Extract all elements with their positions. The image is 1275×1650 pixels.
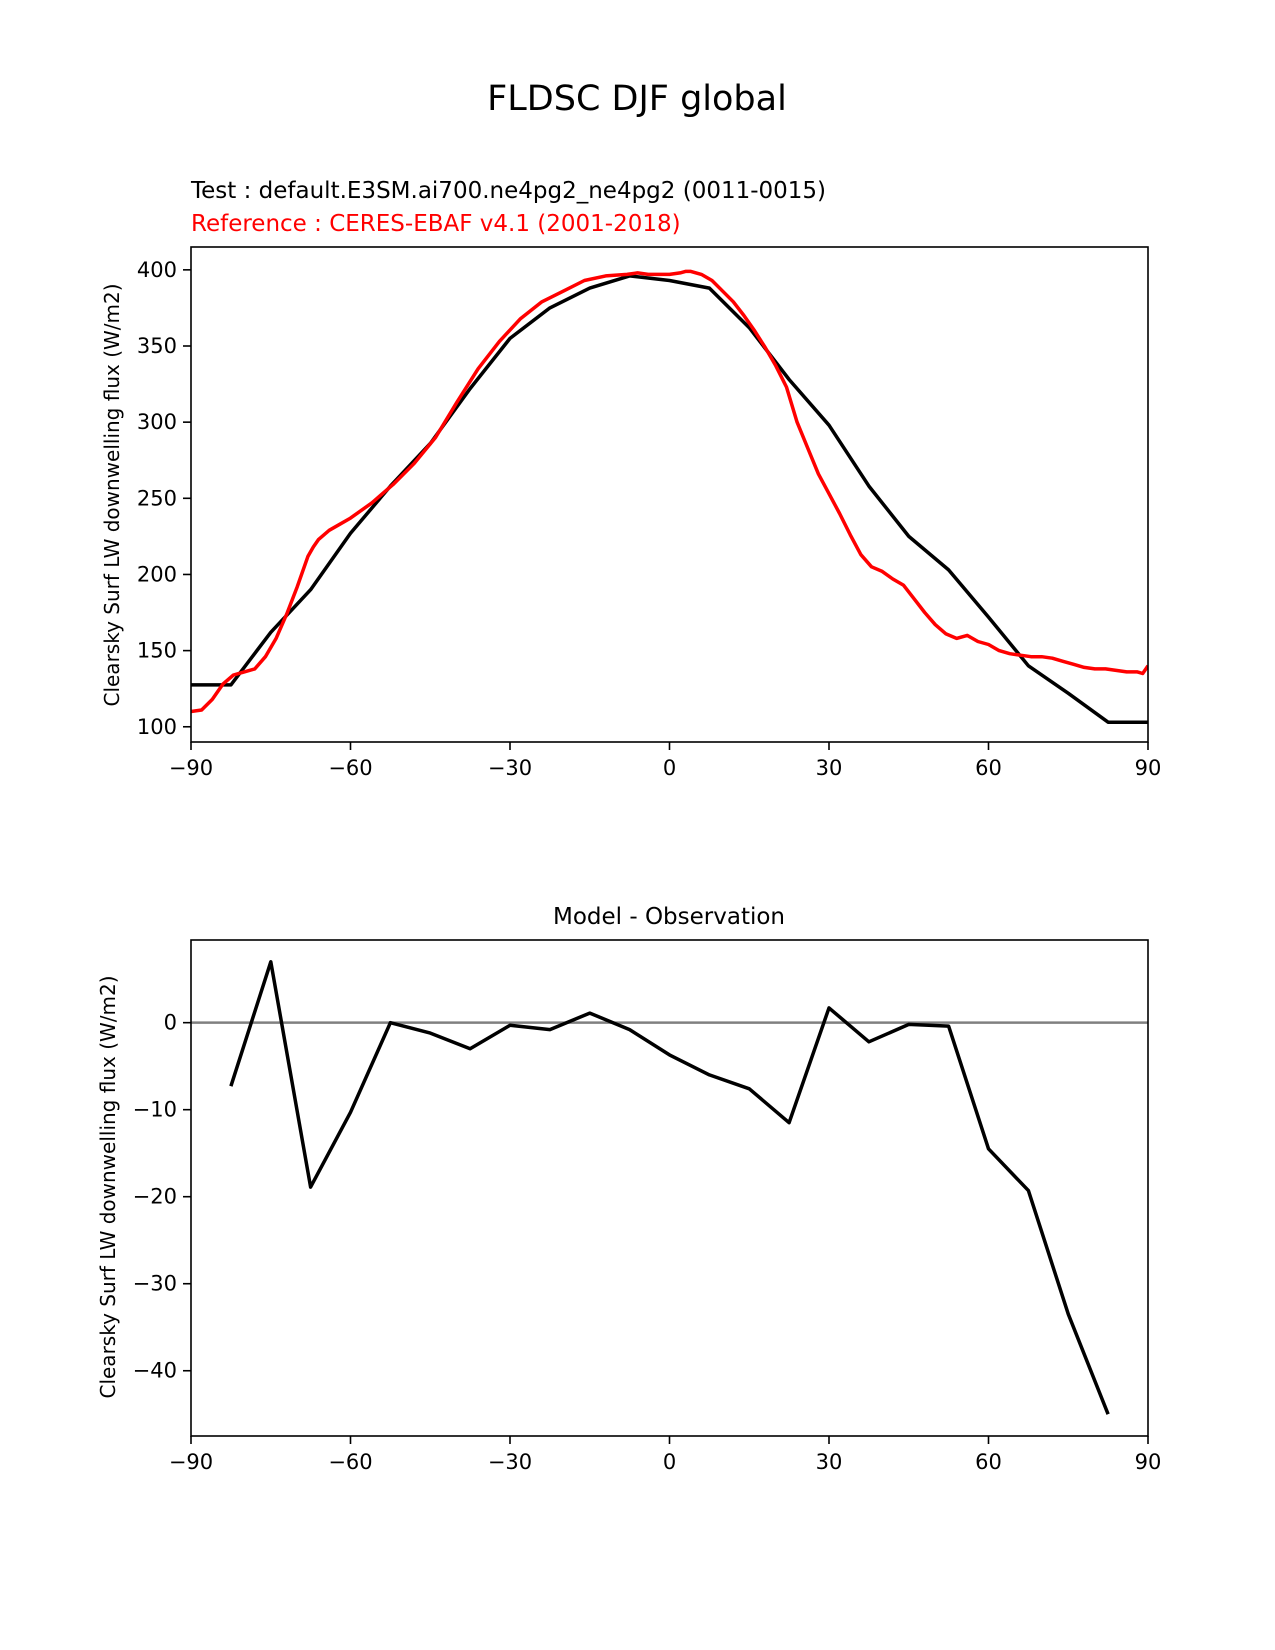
top-x-tick-label: −30 bbox=[488, 756, 532, 780]
bottom-panel-title: Model - Observation bbox=[553, 904, 785, 930]
top-panel: Test : default.E3SM.ai700.ne4pg2_ne4pg2 … bbox=[100, 178, 1161, 780]
top-y-tick-label: 350 bbox=[137, 334, 177, 358]
top-panel-test-title: Test : default.E3SM.ai700.ne4pg2_ne4pg2 … bbox=[190, 178, 826, 204]
top-y-tick-label: 400 bbox=[137, 258, 177, 282]
top-y-tick-label: 250 bbox=[137, 486, 177, 510]
bottom-y-tick-label: −10 bbox=[133, 1098, 177, 1122]
bottom-y-tick-label: −30 bbox=[133, 1272, 177, 1296]
top-x-tick-label: 60 bbox=[975, 756, 1002, 780]
top-y-tick-label: 100 bbox=[137, 715, 177, 739]
bottom-y-tick-label: 0 bbox=[164, 1011, 177, 1035]
bottom-series-line-0 bbox=[229, 960, 1110, 1415]
top-panel-marks: −90 −60 −30 0 30 60 90 100 150 200 250 300 350 400 bbox=[137, 246, 1162, 780]
top-panel-reference-title: Reference : CERES-EBAF v4.1 (2001-2018) bbox=[191, 211, 681, 237]
bottom-plot-frame bbox=[190, 939, 1149, 1437]
top-x-tick-label: 30 bbox=[816, 756, 843, 780]
bottom-x-tick-label: 90 bbox=[1135, 1450, 1162, 1474]
bottom-panel-marks: −90 −60 −30 0 30 60 90 −40 −30 −20 −10 0 bbox=[133, 939, 1162, 1474]
bottom-x-tick-label: −30 bbox=[488, 1450, 532, 1474]
bottom-x-tick-label: 30 bbox=[816, 1450, 843, 1474]
top-x-tick-label: −90 bbox=[169, 756, 213, 780]
bottom-x-tick-label: −90 bbox=[169, 1450, 213, 1474]
top-y-tick-label: 200 bbox=[137, 562, 177, 586]
top-series-line-0 bbox=[191, 274, 1148, 724]
top-y-tick-label: 150 bbox=[137, 639, 177, 663]
bottom-x-tick-label: −60 bbox=[328, 1450, 372, 1474]
bottom-panel-ylabel: Clearsky Surf LW downwelling flux (W/m2) bbox=[96, 975, 120, 1398]
bottom-y-tick-label: −20 bbox=[133, 1185, 177, 1209]
top-plot-frame bbox=[190, 246, 1149, 743]
bottom-panel: Model - Observation Clearsky Surf LW dow… bbox=[96, 904, 1161, 1474]
top-x-tick-label: 0 bbox=[663, 756, 676, 780]
bottom-x-tick-label: 60 bbox=[975, 1450, 1002, 1474]
figure-title: FLDSC DJF global bbox=[487, 79, 787, 119]
bottom-y-tick-label: −40 bbox=[133, 1359, 177, 1383]
bottom-x-tick-label: 0 bbox=[663, 1450, 676, 1474]
top-series-line-1 bbox=[191, 269, 1148, 714]
top-panel-ylabel: Clearsky Surf LW downwelling flux (W/m2) bbox=[100, 283, 124, 706]
top-x-tick-label: 90 bbox=[1135, 756, 1162, 780]
top-y-tick-label: 300 bbox=[137, 410, 177, 434]
top-x-tick-label: −60 bbox=[328, 756, 372, 780]
